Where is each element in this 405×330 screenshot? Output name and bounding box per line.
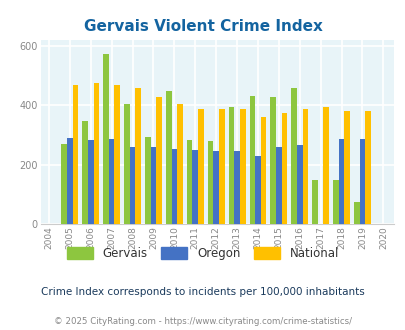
- Bar: [290, 88, 296, 224]
- Bar: [343, 111, 349, 224]
- Bar: [332, 180, 338, 224]
- Bar: [156, 97, 162, 224]
- Bar: [260, 116, 266, 224]
- Bar: [239, 109, 245, 224]
- Bar: [234, 151, 239, 224]
- Bar: [281, 113, 287, 224]
- Bar: [218, 109, 224, 224]
- Bar: [103, 54, 109, 224]
- Text: © 2025 CityRating.com - https://www.cityrating.com/crime-statistics/: © 2025 CityRating.com - https://www.city…: [54, 317, 351, 326]
- Bar: [67, 138, 72, 224]
- Bar: [171, 149, 177, 224]
- Bar: [135, 88, 141, 224]
- Bar: [323, 107, 328, 224]
- Bar: [270, 97, 275, 224]
- Bar: [177, 104, 182, 224]
- Bar: [302, 109, 307, 224]
- Bar: [72, 84, 78, 224]
- Bar: [124, 104, 130, 224]
- Bar: [109, 140, 114, 224]
- Bar: [145, 137, 150, 224]
- Bar: [353, 202, 359, 224]
- Bar: [61, 144, 67, 224]
- Bar: [311, 180, 317, 224]
- Bar: [88, 140, 94, 224]
- Bar: [359, 139, 364, 224]
- Bar: [114, 85, 120, 224]
- Bar: [364, 112, 370, 224]
- Bar: [166, 91, 171, 224]
- Bar: [275, 148, 281, 224]
- Bar: [94, 83, 99, 224]
- Bar: [213, 151, 218, 224]
- Bar: [186, 140, 192, 224]
- Bar: [82, 121, 88, 224]
- Bar: [296, 146, 302, 224]
- Text: Gervais Violent Crime Index: Gervais Violent Crime Index: [83, 19, 322, 34]
- Bar: [338, 139, 343, 224]
- Text: Crime Index corresponds to incidents per 100,000 inhabitants: Crime Index corresponds to incidents per…: [41, 287, 364, 297]
- Bar: [198, 109, 203, 224]
- Bar: [228, 107, 234, 224]
- Legend: Gervais, Oregon, National: Gervais, Oregon, National: [62, 242, 343, 264]
- Bar: [254, 155, 260, 224]
- Bar: [192, 150, 198, 224]
- Bar: [150, 148, 156, 224]
- Bar: [249, 96, 254, 224]
- Bar: [207, 141, 213, 224]
- Bar: [130, 147, 135, 224]
